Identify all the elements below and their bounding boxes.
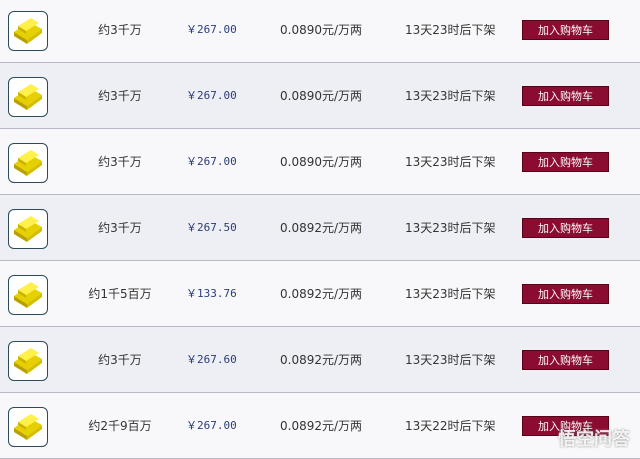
gold-bar-icon (8, 11, 48, 51)
add-to-cart-button[interactable]: 加入购物车 (522, 350, 609, 370)
gold-bar-icon (8, 407, 48, 447)
add-to-cart-button[interactable]: 加入购物车 (522, 416, 609, 436)
price: ￥267.50 (186, 221, 237, 234)
amount: 约3千万 (98, 23, 142, 37)
unit-rate: 0.0890元/万两 (280, 155, 363, 169)
gold-bar-icon (8, 341, 48, 381)
add-to-cart-button[interactable]: 加入购物车 (522, 284, 609, 304)
amount: 约3千万 (98, 353, 142, 367)
table-row: 约3千万 ￥267.00 0.0890元/万两 13天23时后下架 加入购物车 (0, 129, 640, 195)
table-row: 约3千万 ￥267.50 0.0892元/万两 13天23时后下架 加入购物车 (0, 195, 640, 261)
time-remaining: 13天23时后下架 (405, 23, 496, 37)
gold-bar-icon (8, 275, 48, 315)
time-remaining: 13天23时后下架 (405, 221, 496, 235)
table-row: 约3千万 ￥267.00 0.0890元/万两 13天23时后下架 加入购物车 (0, 0, 640, 63)
time-remaining: 13天22时后下架 (405, 419, 496, 433)
price: ￥267.00 (186, 155, 237, 168)
add-to-cart-button[interactable]: 加入购物车 (522, 86, 609, 106)
unit-rate: 0.0892元/万两 (280, 287, 363, 301)
unit-rate: 0.0890元/万两 (280, 89, 363, 103)
price: ￥267.00 (186, 89, 237, 102)
amount: 约3千万 (98, 221, 142, 235)
gold-bar-icon (8, 77, 48, 117)
price: ￥267.00 (186, 419, 237, 432)
add-to-cart-button[interactable]: 加入购物车 (522, 218, 609, 238)
price: ￥267.00 (186, 23, 237, 36)
unit-rate: 0.0892元/万两 (280, 221, 363, 235)
unit-rate: 0.0890元/万两 (280, 23, 363, 37)
add-to-cart-button[interactable]: 加入购物车 (522, 152, 609, 172)
price: ￥267.60 (186, 353, 237, 366)
amount: 约3千万 (98, 89, 142, 103)
add-to-cart-button[interactable]: 加入购物车 (522, 20, 609, 40)
price: ￥133.76 (186, 287, 237, 300)
table-row: 约3千万 ￥267.00 0.0890元/万两 13天23时后下架 加入购物车 (0, 63, 640, 129)
table-row: 约1千5百万 ￥133.76 0.0892元/万两 13天23时后下架 加入购物… (0, 261, 640, 327)
time-remaining: 13天23时后下架 (405, 287, 496, 301)
watermark: 悟空问答 (558, 429, 630, 450)
unit-rate: 0.0892元/万两 (280, 419, 363, 433)
time-remaining: 13天23时后下架 (405, 155, 496, 169)
gold-bar-icon (8, 209, 48, 249)
table-row: 约2千9百万 ￥267.00 0.0892元/万两 13天22时后下架 加入购物… (0, 393, 640, 459)
time-remaining: 13天23时后下架 (405, 89, 496, 103)
unit-rate: 0.0892元/万两 (280, 353, 363, 367)
amount: 约3千万 (98, 155, 142, 169)
gold-bar-icon (8, 143, 48, 183)
amount: 约1千5百万 (88, 287, 152, 301)
amount: 约2千9百万 (88, 419, 152, 433)
table-row: 约3千万 ￥267.60 0.0892元/万两 13天23时后下架 加入购物车 (0, 327, 640, 393)
time-remaining: 13天23时后下架 (405, 353, 496, 367)
